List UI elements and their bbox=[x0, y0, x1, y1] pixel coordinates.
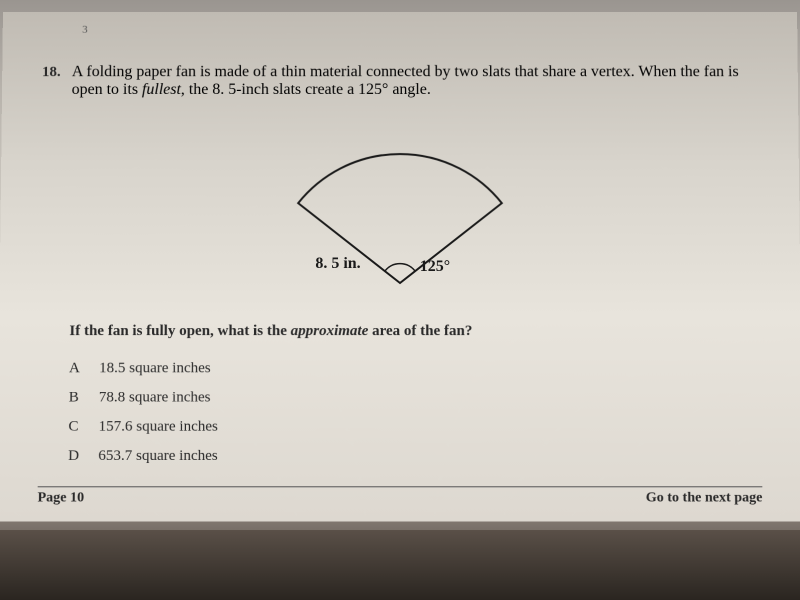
next-page-label: Go to the next page bbox=[646, 490, 763, 506]
diagram-container: 8. 5 in. 125° bbox=[40, 119, 761, 298]
choice-c[interactable]: C 157.6 square inches bbox=[68, 419, 761, 436]
question-number-column: 18. bbox=[42, 63, 72, 81]
choice-text-a: 18.5 square inches bbox=[99, 360, 761, 377]
answer-choices: A 18.5 square inches B 78.8 square inche… bbox=[68, 360, 762, 465]
question-number: 18. bbox=[42, 64, 61, 80]
question-block: 18. A folding paper fan is made of a thi… bbox=[38, 63, 762, 465]
choice-b[interactable]: B 78.8 square inches bbox=[69, 389, 762, 406]
angle-arc bbox=[385, 264, 415, 271]
page-number-label: Page 10 bbox=[37, 490, 84, 506]
angle-label: 125° bbox=[420, 258, 450, 275]
page-footer: Page 10 Go to the next page bbox=[37, 486, 762, 506]
fan-diagram: 8. 5 in. 125° bbox=[240, 119, 560, 298]
choice-text-d: 653.7 square inches bbox=[98, 448, 762, 465]
choice-letter-b: B bbox=[69, 389, 99, 406]
question-text-column: A folding paper fan is made of a thin ma… bbox=[72, 63, 759, 99]
dark-background-bottom bbox=[0, 530, 800, 600]
sub-question-part2: area of the fan? bbox=[368, 323, 472, 339]
page-content: 3 18. A folding paper fan is made of a t… bbox=[0, 12, 800, 522]
choice-text-c: 157.6 square inches bbox=[99, 419, 762, 436]
sub-question-italic: approximate bbox=[291, 323, 369, 339]
choice-letter-d: D bbox=[68, 448, 98, 465]
choice-letter-c: C bbox=[68, 419, 98, 436]
radius-label: 8. 5 in. bbox=[315, 255, 360, 272]
question-text-italic1: fullest bbox=[142, 81, 181, 98]
choice-d[interactable]: D 653.7 square inches bbox=[68, 448, 762, 465]
question-text-part2: , the 8. 5-inch slats create a 125° angl… bbox=[181, 81, 431, 98]
top-fragment: 3 bbox=[82, 24, 797, 36]
sub-question: If the fan is fully open, what is the ap… bbox=[69, 323, 761, 340]
sub-question-part1: If the fan is fully open, what is the bbox=[69, 323, 290, 339]
question-header: 18. A folding paper fan is made of a thi… bbox=[42, 63, 759, 99]
choice-letter-a: A bbox=[69, 360, 99, 377]
choice-text-b: 78.8 square inches bbox=[99, 389, 762, 406]
choice-a[interactable]: A 18.5 square inches bbox=[69, 360, 761, 377]
